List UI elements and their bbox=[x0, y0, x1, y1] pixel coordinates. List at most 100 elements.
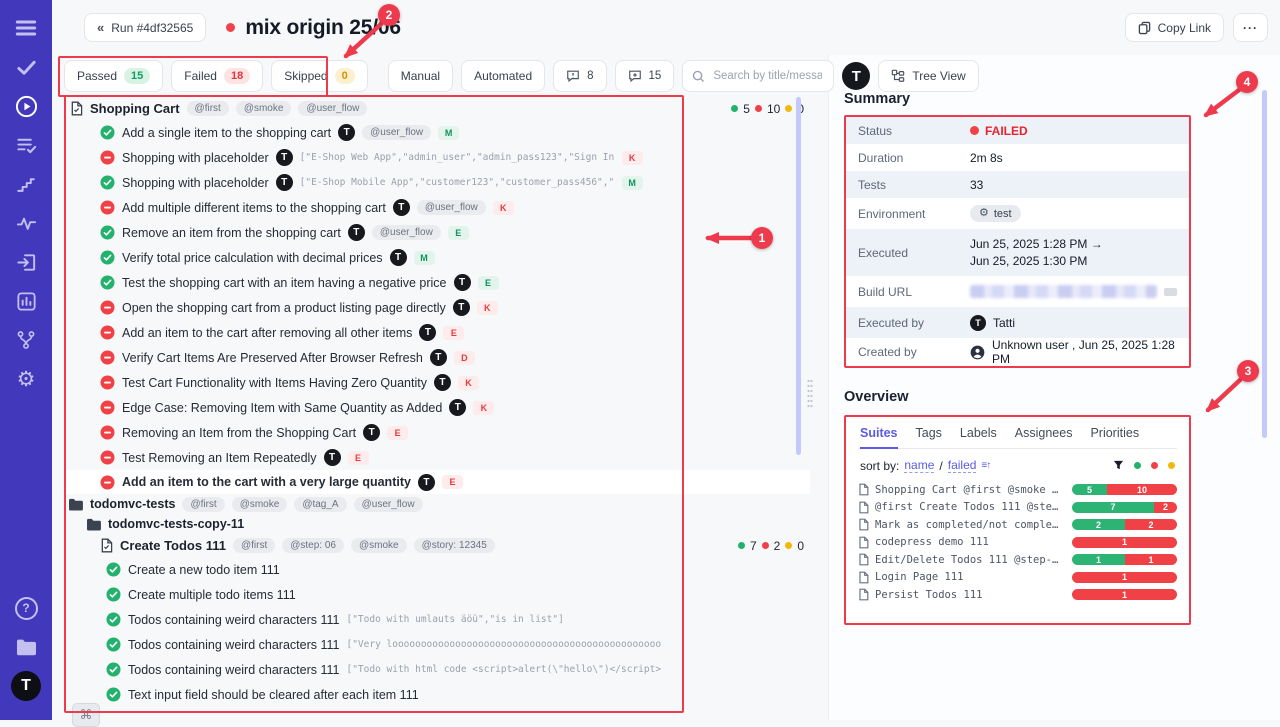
tag-pill[interactable]: @smoke bbox=[235, 101, 292, 116]
sidebar-branches-icon[interactable] bbox=[11, 325, 41, 355]
panel-resize-handle[interactable] bbox=[806, 378, 814, 413]
filter-skipped-button[interactable]: Skipped 0 bbox=[271, 60, 368, 92]
test-row[interactable]: Todos containing weird characters 111 ["… bbox=[64, 632, 810, 657]
test-row[interactable]: Add a single item to the shopping cart T… bbox=[64, 120, 810, 145]
filter-failed-button[interactable]: Failed 18 bbox=[171, 60, 264, 92]
suite-result-counts: 5 10 0 bbox=[731, 102, 806, 116]
overview-suite-row[interactable]: codepress demo 111 1 bbox=[858, 534, 1177, 552]
test-row[interactable]: Test the shopping cart with an item havi… bbox=[64, 270, 810, 295]
sidebar-result-list-icon[interactable] bbox=[11, 130, 41, 160]
test-row[interactable]: Create a new todo item 111 bbox=[64, 557, 810, 582]
overview-tab-assignees[interactable]: Assignees bbox=[1014, 426, 1073, 440]
sort-by-failed-link[interactable]: failed bbox=[947, 458, 977, 473]
tag-pill[interactable]: @user_flow bbox=[416, 200, 486, 215]
test-row[interactable]: Verify total price calculation with deci… bbox=[64, 245, 810, 270]
test-row[interactable]: Create multiple todo items 111 bbox=[64, 582, 810, 607]
tag-pill[interactable]: @user_flow bbox=[298, 101, 368, 116]
summary-row: Executed by T Tatti bbox=[846, 307, 1189, 338]
sidebar-pulse-icon[interactable] bbox=[11, 208, 41, 238]
test-row[interactable]: Test Removing an Item Repeatedly T E bbox=[64, 445, 810, 470]
folder-row[interactable]: todomvc-tests @first @smoke @tag_A @user_fl… bbox=[64, 494, 810, 514]
suite-row[interactable]: Create Todos 111 @first @step: 06 @smoke @s… bbox=[64, 534, 810, 557]
test-row[interactable]: Verify Cart Items Are Preserved After Br… bbox=[64, 345, 810, 370]
sidebar-analytics-icon[interactable] bbox=[11, 286, 41, 316]
sort-by-name-link[interactable]: name bbox=[904, 458, 935, 473]
overview-tab-tags[interactable]: Tags bbox=[915, 426, 942, 440]
environment-badge[interactable]: ⚙ test bbox=[970, 205, 1021, 222]
notes-filter-button[interactable]: 15 bbox=[614, 60, 675, 92]
sidebar-menu-icon[interactable] bbox=[11, 13, 41, 43]
test-row[interactable]: Add an item to the cart with a very larg… bbox=[64, 470, 810, 494]
overview-tab-labels[interactable]: Labels bbox=[959, 426, 997, 440]
overview-suite-row[interactable]: Login Page 111 1 bbox=[858, 569, 1177, 587]
sidebar-help-icon[interactable]: ? bbox=[11, 593, 41, 623]
test-row[interactable]: Shopping with placeholder T ["E-Shop Web… bbox=[64, 145, 810, 170]
tree-view-button[interactable]: Tree View bbox=[878, 60, 979, 92]
test-row[interactable]: Remove an item from the shopping cart T … bbox=[64, 220, 810, 245]
more-menu-button[interactable]: ··· bbox=[1233, 13, 1268, 42]
sidebar-steps-icon[interactable] bbox=[11, 169, 41, 199]
tag-pill[interactable]: @smoke bbox=[350, 538, 407, 553]
search-input[interactable] bbox=[711, 69, 825, 83]
failed-bar-segment: 10 bbox=[1107, 484, 1177, 496]
status-failed-icon bbox=[100, 375, 115, 390]
tag-pill[interactable]: @user_flow bbox=[362, 125, 432, 140]
test-params: ["E-Shop Mobile App","customer123","cust… bbox=[299, 177, 615, 188]
test-row[interactable]: Shopping with placeholder T ["E-Shop Mob… bbox=[64, 170, 810, 195]
folder-row[interactable]: todomvc-tests-copy-11 bbox=[64, 514, 810, 534]
tag-pill[interactable]: @user_flow bbox=[353, 496, 423, 512]
test-row[interactable]: Todos containing weird characters 111 ["… bbox=[64, 607, 810, 632]
automation-t-icon: T bbox=[453, 274, 471, 291]
test-row[interactable]: Todos containing weird characters 111 ["… bbox=[64, 657, 810, 682]
status-passed-icon bbox=[100, 250, 115, 265]
user-avatar[interactable]: T bbox=[842, 62, 871, 90]
tag-pill[interactable]: @smoke bbox=[231, 496, 288, 512]
automated-filter-button[interactable]: Automated bbox=[461, 60, 546, 92]
back-to-run-button[interactable]: « Run #4df32565 bbox=[84, 13, 207, 42]
sidebar-files-icon[interactable] bbox=[11, 632, 41, 662]
test-row[interactable]: Removing an Item from the Shopping Cart … bbox=[64, 420, 810, 445]
test-row[interactable]: Edge Case: Removing Item with Same Quant… bbox=[64, 395, 810, 420]
main-list-scrollbar[interactable] bbox=[796, 97, 801, 455]
overview-tab-priorities[interactable]: Priorities bbox=[1090, 426, 1140, 440]
passed-filter-dot[interactable] bbox=[1134, 462, 1141, 469]
filter-passed-button[interactable]: Passed 15 bbox=[64, 60, 164, 92]
test-row[interactable]: Open the shopping cart from a product li… bbox=[64, 295, 810, 320]
tag-pill[interactable]: @tag_A bbox=[294, 496, 347, 512]
sidebar-tests-check-icon[interactable] bbox=[11, 52, 41, 82]
sidebar-logo-icon[interactable]: T bbox=[11, 671, 41, 701]
filter-funnel-icon[interactable] bbox=[1113, 460, 1124, 471]
copy-link-button[interactable]: Copy Link bbox=[1124, 13, 1224, 42]
tag-pill[interactable]: @user_flow bbox=[371, 225, 441, 240]
status-passed-icon bbox=[100, 275, 115, 290]
overview-tab-suites[interactable]: Suites bbox=[860, 426, 898, 449]
overview-suite-row[interactable]: Shopping Cart @first @smoke … 5 10 bbox=[858, 481, 1177, 499]
test-params: ["Todo with html code <script>alert(\"he… bbox=[346, 664, 662, 675]
summary-value: 2m 8s bbox=[970, 150, 1003, 165]
comments-filter-button[interactable]: 8 bbox=[553, 60, 607, 92]
right-panel-scrollbar[interactable] bbox=[1262, 90, 1267, 438]
tag-pill[interactable]: @first bbox=[232, 538, 276, 553]
tag-pill[interactable]: @story: 12345 bbox=[413, 538, 495, 553]
sidebar-import-icon[interactable] bbox=[11, 247, 41, 277]
status-passed-icon bbox=[106, 662, 121, 677]
skipped-filter-dot[interactable] bbox=[1168, 462, 1175, 469]
test-row[interactable]: Add an item to the cart after removing a… bbox=[64, 320, 810, 345]
tag-pill[interactable]: @first bbox=[186, 101, 229, 116]
test-row[interactable]: Test Cart Functionality with Items Havin… bbox=[64, 370, 810, 395]
test-row[interactable]: Text input field should be cleared after… bbox=[64, 682, 810, 707]
sidebar-runs-play-icon[interactable] bbox=[11, 91, 41, 121]
suite-row[interactable]: Shopping Cart @first @smoke @user_flow 5 1… bbox=[64, 97, 810, 120]
tag-pill[interactable]: @step: 06 bbox=[282, 538, 344, 553]
overview-suite-row[interactable]: Persist Todos 111 1 bbox=[858, 586, 1177, 604]
sort-direction-icon: ≡↑ bbox=[981, 460, 991, 471]
summary-label: Environment bbox=[858, 206, 926, 221]
test-row[interactable]: Add multiple different items to the shop… bbox=[64, 195, 810, 220]
tag-pill[interactable]: @first bbox=[182, 496, 225, 512]
failed-filter-dot[interactable] bbox=[1151, 462, 1158, 469]
manual-filter-button[interactable]: Manual bbox=[387, 60, 454, 92]
sidebar-settings-icon[interactable]: ⚙ bbox=[16, 367, 36, 391]
